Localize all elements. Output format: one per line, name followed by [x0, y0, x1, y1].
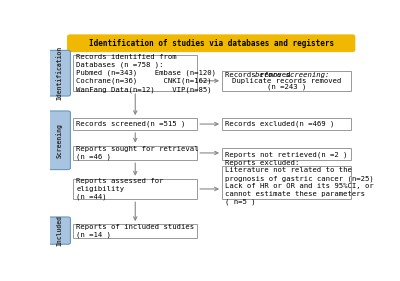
Text: Records identified from
Databases (n =758 ):
Pubmed (n=343)    Embase (n=120)
Co: Records identified from Databases (n =75…: [76, 54, 216, 93]
FancyBboxPatch shape: [67, 34, 355, 52]
FancyBboxPatch shape: [48, 111, 70, 170]
Text: Identification of studies via databases and registers: Identification of studies via databases …: [89, 39, 334, 48]
Text: before screening:: before screening:: [255, 72, 330, 78]
Text: Reports excluded:
Literature not related to the
prognosis of gastric cancer (n=2: Reports excluded: Literature not related…: [225, 160, 374, 205]
FancyBboxPatch shape: [222, 71, 351, 91]
Text: Reports not retrieved(n =2 ): Reports not retrieved(n =2 ): [225, 151, 348, 158]
FancyBboxPatch shape: [73, 146, 197, 160]
Text: Included: Included: [56, 215, 62, 246]
FancyBboxPatch shape: [73, 55, 197, 91]
FancyBboxPatch shape: [48, 50, 70, 96]
FancyBboxPatch shape: [222, 166, 351, 199]
Text: (n =243 ): (n =243 ): [267, 83, 306, 90]
Text: Identification: Identification: [56, 46, 62, 100]
Text: Records removed: Records removed: [224, 72, 294, 78]
FancyBboxPatch shape: [222, 148, 351, 160]
FancyBboxPatch shape: [222, 118, 351, 130]
Text: Records screened(n =515 ): Records screened(n =515 ): [76, 121, 186, 127]
Text: Reports sought for retrieval
(n =46 ): Reports sought for retrieval (n =46 ): [76, 146, 199, 160]
Text: Duplicate records removed: Duplicate records removed: [232, 78, 341, 84]
Text: Reports of included studies
(n =14 ): Reports of included studies (n =14 ): [76, 224, 194, 238]
Text: Screening: Screening: [56, 123, 62, 158]
Text: Records excluded(n =469 ): Records excluded(n =469 ): [225, 121, 334, 127]
FancyBboxPatch shape: [73, 118, 197, 130]
FancyBboxPatch shape: [48, 217, 70, 244]
FancyBboxPatch shape: [73, 179, 197, 199]
FancyBboxPatch shape: [73, 224, 197, 238]
Text: Reports assessed for
eligibility
(n =44): Reports assessed for eligibility (n =44): [76, 178, 164, 200]
